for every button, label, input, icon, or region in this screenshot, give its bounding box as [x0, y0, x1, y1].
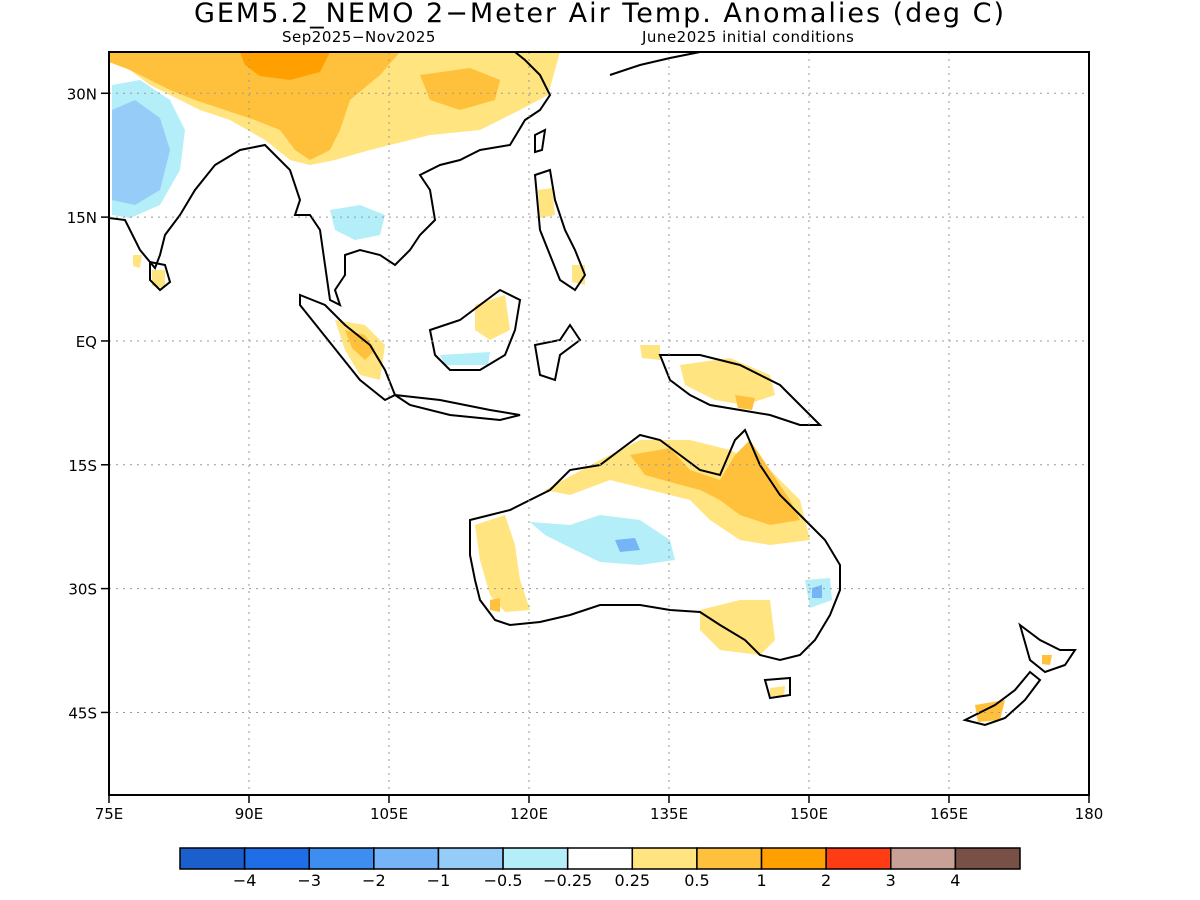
sulawesi-coastline [533, 323, 582, 382]
colorbar-swatch [179, 847, 246, 870]
japan-coastline [609, 52, 701, 76]
initial-conditions: June2025 initial conditions [642, 28, 855, 46]
coastlines [109, 52, 1077, 727]
colorbar-label: −2 [362, 871, 386, 890]
latitude-labels: 30N 15N EQ 15S 30S 45S [67, 85, 109, 722]
colorbar-label: 2 [821, 871, 831, 890]
longitude-labels: 75E 90E 105E 120E 135E 150E 165E 180 [95, 795, 1104, 823]
colorbar-label: 3 [886, 871, 896, 890]
colorbar-label: −1 [427, 871, 451, 890]
colorbar-swatch [825, 847, 892, 870]
lon-tick-label: 120E [510, 805, 548, 823]
lat-tick-label: EQ [76, 333, 97, 351]
colorbar: −4 −3 −2 −1 −0.5 −0.25 0.25 0.5 1 2 3 4 [179, 847, 1021, 890]
colorbar-label: 0.25 [614, 871, 650, 890]
colorbar-swatch [373, 847, 440, 870]
tasmania-coastline [763, 676, 791, 700]
lon-tick-label: 90E [235, 805, 264, 823]
colorbar-swatch [631, 847, 698, 870]
colorbar-swatch [696, 847, 763, 870]
lat-tick-label: 30N [67, 85, 97, 103]
australia-coastline [469, 428, 841, 662]
chart-title: GEM5.2_NEMO 2−Meter Air Temp. Anomalies … [193, 0, 1007, 29]
asia-coastline [109, 52, 552, 307]
colorbar-label: 4 [950, 871, 960, 890]
colorbar-swatch [760, 847, 827, 870]
lon-tick-label: 75E [95, 805, 124, 823]
map-frame [108, 51, 1090, 796]
taiwan-coastline [534, 128, 547, 154]
colorbar-swatch [890, 847, 957, 870]
colorbar-label: 0.5 [684, 871, 709, 890]
gridlines [109, 52, 1089, 795]
colorbar-swatch [243, 847, 310, 870]
colorbar-swatch [308, 847, 375, 870]
lon-tick-label: 150E [790, 805, 828, 823]
sumatra-coastline [299, 293, 397, 402]
anomaly-shading [109, 52, 1052, 722]
colorbar-label: −0.5 [484, 871, 523, 890]
philippines-coastline [533, 168, 587, 292]
colorbar-swatch [437, 847, 504, 870]
colorbar-label: −3 [297, 871, 321, 890]
java-coastline [394, 394, 521, 422]
colorbar-swatch [954, 847, 1021, 870]
forecast-period: Sep2025−Nov2025 [282, 28, 436, 46]
colorbar-label: 1 [756, 871, 766, 890]
colorbar-label: −0.25 [543, 871, 592, 890]
colorbar-swatch [566, 847, 634, 870]
lon-tick-label: 135E [650, 805, 688, 823]
lon-tick-label: 180 [1075, 805, 1104, 823]
sri-lanka-coastline [149, 260, 172, 292]
new-guinea-coastline [658, 354, 823, 426]
lat-tick-label: 30S [68, 581, 97, 599]
lon-tick-label: 105E [370, 805, 408, 823]
new-zealand-north [1018, 622, 1077, 674]
lat-tick-label: 15S [68, 457, 97, 475]
map-field [109, 52, 1077, 727]
colorbar-label: −4 [233, 871, 257, 890]
colorbar-swatch [502, 847, 569, 870]
lat-tick-label: 15N [67, 209, 97, 227]
lon-tick-label: 165E [930, 805, 968, 823]
new-zealand-south [962, 670, 1042, 727]
lat-tick-label: 45S [68, 704, 97, 722]
borneo-coastline [428, 288, 522, 371]
